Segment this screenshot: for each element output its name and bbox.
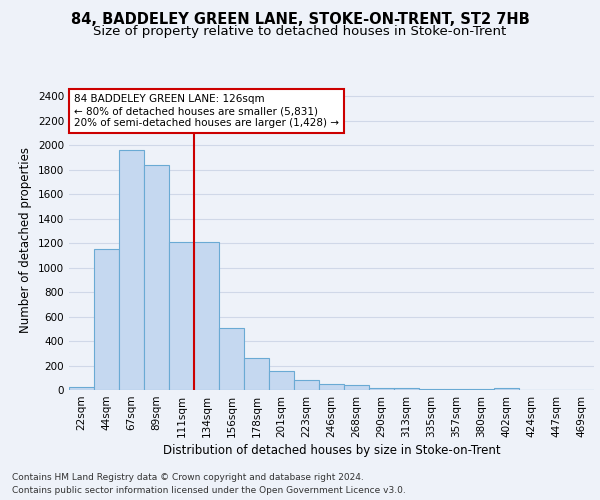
Bar [344, 385, 369, 390]
Bar [269, 371, 294, 390]
Bar [119, 150, 144, 390]
Bar [219, 328, 244, 390]
Text: 84, BADDELEY GREEN LANE, STOKE-ON-TRENT, ST2 7HB: 84, BADDELEY GREEN LANE, STOKE-ON-TRENT,… [71, 12, 529, 28]
Bar [94, 249, 119, 390]
Text: Contains public sector information licensed under the Open Government Licence v3: Contains public sector information licen… [12, 486, 406, 495]
Bar [319, 384, 344, 390]
Y-axis label: Number of detached properties: Number of detached properties [19, 147, 32, 333]
Bar [394, 388, 419, 390]
Bar [419, 389, 444, 390]
Text: Contains HM Land Registry data © Crown copyright and database right 2024.: Contains HM Land Registry data © Crown c… [12, 472, 364, 482]
Bar [144, 164, 169, 390]
Bar [169, 242, 194, 390]
Bar [369, 388, 394, 390]
Bar [69, 386, 94, 390]
Bar [294, 380, 319, 390]
Text: Size of property relative to detached houses in Stoke-on-Trent: Size of property relative to detached ho… [94, 25, 506, 38]
Bar [194, 242, 219, 390]
Bar [494, 388, 519, 390]
Bar [244, 358, 269, 390]
X-axis label: Distribution of detached houses by size in Stoke-on-Trent: Distribution of detached houses by size … [163, 444, 500, 457]
Text: 84 BADDELEY GREEN LANE: 126sqm
← 80% of detached houses are smaller (5,831)
20% : 84 BADDELEY GREEN LANE: 126sqm ← 80% of … [74, 94, 339, 128]
